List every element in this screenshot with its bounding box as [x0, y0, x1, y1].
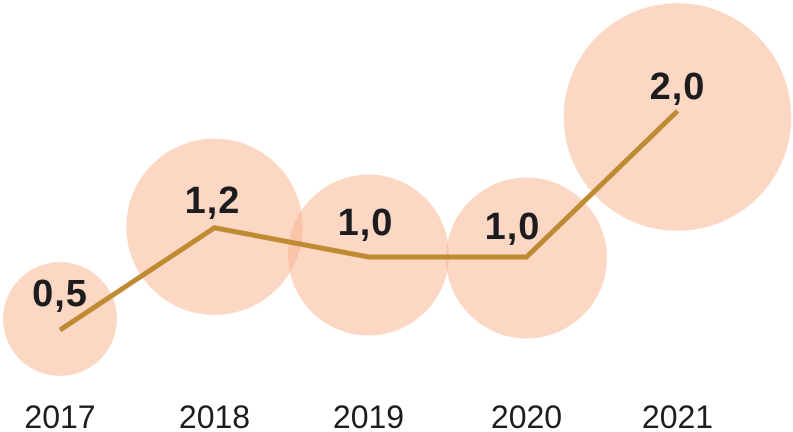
x-axis-label-2020: 2020 — [491, 399, 562, 432]
value-label-2018: 1,2 — [185, 180, 241, 222]
x-axis-label-2021: 2021 — [642, 399, 713, 432]
value-label-2019: 1,0 — [338, 202, 394, 244]
x-axis-label-2017: 2017 — [24, 399, 95, 432]
bubble-2021 — [563, 3, 792, 231]
value-label-2020: 1,0 — [485, 206, 541, 248]
bubble-2017 — [3, 262, 117, 376]
value-label-2021: 2,0 — [650, 66, 706, 108]
x-axis-label-2018: 2018 — [179, 399, 250, 432]
value-label-2017: 0,5 — [32, 273, 88, 315]
trend-line — [58, 109, 680, 333]
x-axis-label-2019: 2019 — [333, 399, 404, 432]
